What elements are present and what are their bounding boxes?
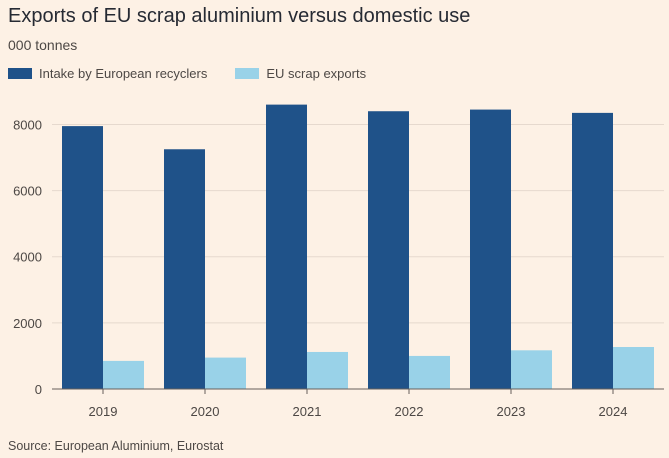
bar-exports [409, 355, 450, 389]
bar-intake [266, 104, 307, 389]
bar-intake [572, 112, 613, 390]
legend: Intake by European recyclers EU scrap ex… [8, 66, 394, 81]
source-note: Source: European Aluminium, Eurostat [8, 439, 224, 453]
legend-swatch-intake [8, 68, 32, 79]
bar-exports [511, 350, 552, 389]
bar-exports [307, 351, 348, 389]
y-tick-label: 8000 [13, 117, 42, 132]
legend-label-intake: Intake by European recyclers [39, 66, 208, 81]
chart-title: Exports of EU scrap aluminium versus dom… [8, 5, 471, 27]
chart-subtitle: 000 tonnes [8, 37, 78, 53]
y-tick-label: 4000 [13, 250, 42, 265]
bar-intake [368, 111, 409, 390]
x-tick-label: 2021 [293, 404, 322, 419]
y-tick-label: 2000 [13, 316, 42, 331]
x-tick-label: 2022 [395, 404, 424, 419]
bar-exports [613, 347, 654, 389]
x-tick-label: 2024 [599, 404, 628, 419]
x-tick-label: 2023 [497, 404, 526, 419]
legend-label-exports: EU scrap exports [266, 66, 367, 81]
bar-intake [62, 126, 103, 389]
legend-swatch-exports [235, 68, 260, 79]
bar-exports [205, 357, 246, 389]
bar-intake [164, 149, 205, 389]
x-tick-label: 2019 [89, 404, 118, 419]
x-tick-label: 2020 [191, 404, 220, 419]
legend-item-exports: EU scrap exports [235, 66, 366, 81]
legend-item-intake: Intake by European recyclers [8, 66, 207, 81]
bar-exports [103, 360, 144, 389]
y-tick-label: 6000 [13, 184, 42, 199]
bar-intake [470, 109, 511, 390]
y-tick-label: 0 [35, 382, 42, 397]
